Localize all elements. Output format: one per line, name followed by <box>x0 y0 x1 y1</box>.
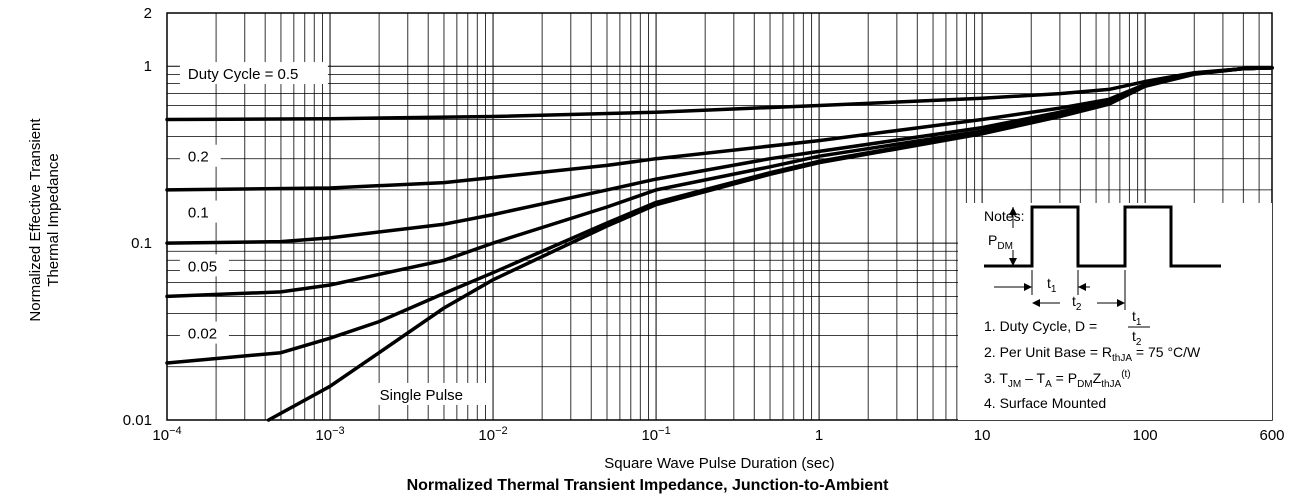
chart-title: Normalized Thermal Transient Impedance, … <box>406 477 889 494</box>
y-tick-label: 2 <box>144 5 152 22</box>
y-axis-label-line-1: Normalized Effective Transient <box>27 118 44 322</box>
series-label: 0.05 <box>188 258 217 275</box>
y-axis-label: Normalized Effective Transient Thermal I… <box>6 40 84 400</box>
series-label: 0.02 <box>188 326 217 343</box>
x-tick-label: 10−4 <box>152 425 181 444</box>
series-line <box>165 66 1274 192</box>
x-tick-label: 10−1 <box>641 425 670 444</box>
series-label-background <box>179 144 221 167</box>
note-1-denominator: t2 <box>1132 328 1142 348</box>
x-axis-label: Square Wave Pulse Duration (sec) <box>604 455 835 472</box>
note-2: 2. Per Unit Base = RthJA = 75 °C/W <box>984 344 1201 364</box>
series-label: 0.2 <box>188 149 209 166</box>
t2-arrowhead-right <box>1117 299 1125 307</box>
x-tick-label: 1 <box>815 427 823 444</box>
t2-arrowhead-left <box>1032 299 1040 307</box>
y-tick-label: 0.1 <box>131 235 152 252</box>
y-tick-label: 0.01 <box>123 412 152 429</box>
y-axis-label-line-2: Thermal Impedance <box>45 153 62 287</box>
series-label-background <box>179 200 221 223</box>
series-label-background <box>179 254 229 277</box>
series-label-background <box>179 62 328 85</box>
note-1: 1. Duty Cycle, D = <box>984 318 1097 334</box>
series-label-background <box>371 382 487 405</box>
note-3: 3. TJM – TA = PDMZthJA(t) <box>984 369 1131 390</box>
note-1-numerator: t1 <box>1132 308 1142 328</box>
notes-box: Notes: PDM t1 t2 1. Duty Cycle, D = t <box>958 203 1272 420</box>
pdm-label: PDM <box>988 232 1013 252</box>
y-tick-label: 1 <box>144 58 152 75</box>
series-group <box>165 66 1274 422</box>
series-label: Single Pulse <box>380 387 463 404</box>
notes-background <box>958 203 1272 420</box>
note-4: 4. Surface Mounted <box>984 395 1106 411</box>
x-tick-label: 10−3 <box>315 425 344 444</box>
t1-arrowhead <box>1024 283 1032 291</box>
t1-label: t1 <box>1047 275 1057 295</box>
series-label: 0.1 <box>188 205 209 222</box>
t1-arrowhead-right <box>1078 283 1086 291</box>
x-tick-label: 10 <box>974 427 991 444</box>
series-line <box>266 66 1274 422</box>
pdm-arrowhead-down <box>1009 258 1017 266</box>
x-tick-label: 600 <box>1259 427 1284 444</box>
series-label-background <box>179 321 229 344</box>
t2-label: t2 <box>1072 293 1082 313</box>
pdm-arrowhead-up <box>1009 207 1017 215</box>
pulse-waveform <box>984 205 1221 268</box>
series-label: Duty Cycle = 0.5 <box>188 66 298 83</box>
x-tick-label: 10−2 <box>478 425 507 444</box>
x-tick-label: 100 <box>1133 427 1158 444</box>
axis-ticks: 10−4 10−3 10−2 10−1 1 10 100 600 0.01 0.1 1 2 <box>123 5 1285 444</box>
series-labels: Duty Cycle = 0.5 0.2 0.1 0.05 0.02 Single Pul… <box>179 62 487 405</box>
notes-heading: Notes: <box>984 208 1024 224</box>
